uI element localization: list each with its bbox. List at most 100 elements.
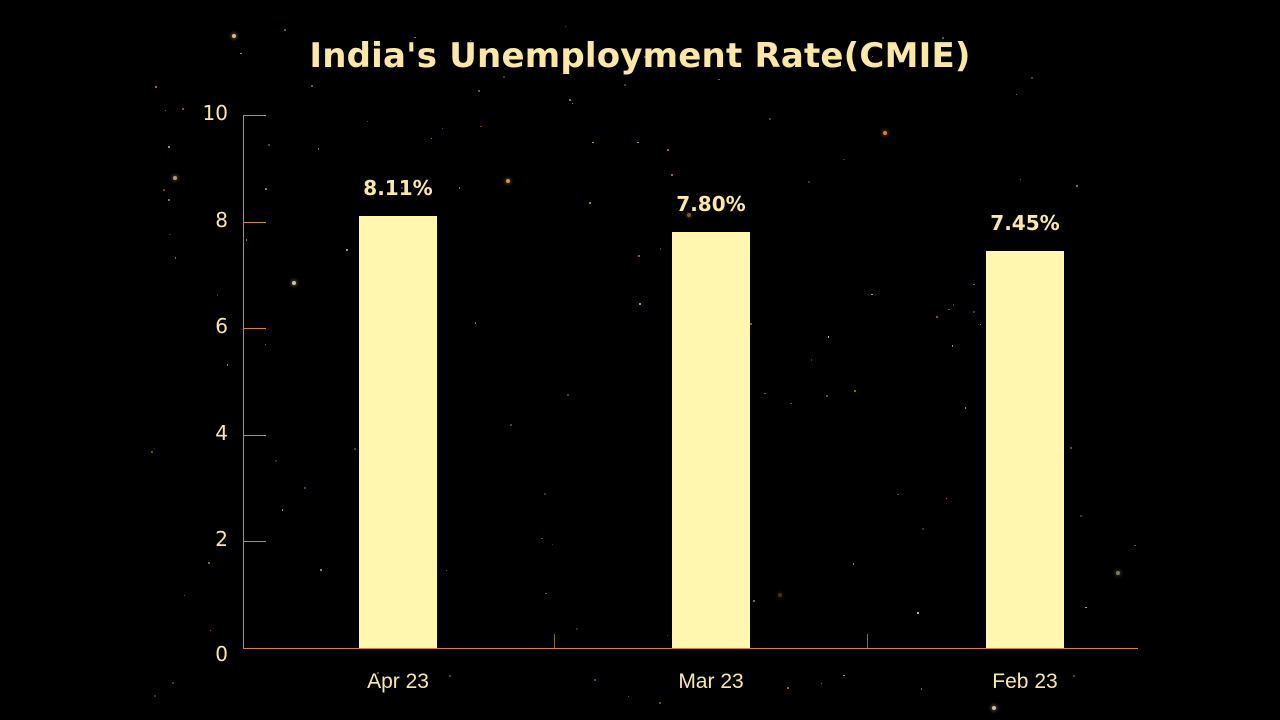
star-dot: [240, 52, 242, 55]
star-dot: [245, 239, 248, 241]
star-dot: [469, 39, 472, 42]
star-dot: [979, 323, 981, 326]
star-dot: [274, 459, 277, 462]
star-dot: [852, 563, 855, 565]
star-dot: [854, 389, 857, 392]
star-dot: [916, 612, 919, 615]
bar-mar-23: [672, 232, 750, 648]
star-dot: [659, 701, 662, 704]
star-dot: [168, 198, 171, 201]
star-dot: [810, 359, 813, 361]
star-dot: [686, 212, 691, 217]
star-dot: [1015, 93, 1018, 96]
star-dot: [1085, 606, 1087, 609]
y-tick: [244, 221, 266, 223]
star-dot: [897, 493, 899, 496]
star-dot: [171, 682, 174, 685]
star-dot: [564, 25, 567, 28]
star-dot: [951, 345, 954, 347]
star-dot: [320, 569, 322, 571]
y-tick: [244, 434, 266, 436]
y-tick-label: 8: [215, 207, 228, 232]
star-dot: [1076, 184, 1079, 187]
x-axis: [243, 648, 1138, 649]
x-category-label: Mar 23: [678, 670, 744, 693]
star-dot: [414, 36, 416, 39]
star-dot: [400, 187, 403, 190]
star-dot: [267, 143, 270, 146]
star-dot: [209, 629, 212, 632]
star-dot: [575, 627, 578, 630]
star-dot: [566, 393, 569, 396]
star-dot: [750, 323, 753, 326]
bar-value-label: 7.80%: [676, 192, 746, 217]
star-dot: [181, 107, 184, 110]
star-dot: [445, 569, 448, 572]
star-dot: [478, 90, 481, 93]
star-dot: [638, 254, 641, 257]
star-dot: [936, 315, 939, 318]
y-tick-label: 6: [215, 314, 228, 339]
star-dot: [155, 86, 157, 88]
star-dot: [589, 202, 591, 204]
star-dot: [790, 402, 792, 405]
y-tick: [244, 115, 266, 116]
star-dot: [317, 148, 320, 150]
star-dot: [429, 52, 432, 54]
bar-value-label: 8.11%: [363, 175, 433, 200]
star-dot: [667, 149, 669, 151]
star-dot: [973, 283, 975, 286]
star-dot: [1070, 447, 1073, 450]
star-dot: [153, 695, 156, 698]
star-dot: [1019, 178, 1022, 181]
star-dot: [991, 706, 996, 711]
star-dot: [150, 450, 153, 453]
star-dot: [941, 36, 944, 39]
star-dot: [638, 302, 641, 305]
star-dot: [952, 304, 955, 306]
star-dot: [764, 392, 766, 395]
star-dot: [226, 364, 229, 366]
y-axis: [243, 115, 244, 649]
star-dot: [183, 594, 186, 597]
star-dot: [594, 679, 597, 682]
star-dot: [366, 120, 369, 122]
star-dot: [393, 55, 396, 58]
star-dot: [807, 180, 810, 183]
star-dot: [820, 682, 823, 685]
star-dot: [281, 509, 284, 511]
star-dot: [264, 343, 267, 346]
chart-title: India's Unemployment Rate(CMIE): [309, 36, 971, 76]
star-dot: [644, 55, 647, 58]
star-dot: [769, 118, 772, 121]
star-dot: [173, 176, 178, 181]
star-dot: [291, 280, 296, 285]
star-dot: [718, 78, 720, 81]
star-dot: [311, 85, 314, 88]
star-dot: [627, 695, 630, 698]
star-dot: [241, 328, 244, 331]
y-tick-label: 4: [215, 420, 228, 445]
star-dot: [843, 158, 845, 161]
star-dot: [882, 130, 887, 135]
star-dot: [551, 543, 554, 546]
star-dot: [448, 674, 451, 677]
star-dot: [505, 178, 510, 183]
y-tick-label: 2: [215, 527, 228, 552]
y-tick: [244, 328, 266, 330]
star-dot: [231, 34, 236, 39]
star-dot: [964, 407, 967, 409]
x-category-label: Feb 23: [992, 670, 1058, 693]
star-dot: [153, 447, 156, 450]
star-dot: [377, 671, 380, 674]
star-dot: [502, 76, 505, 79]
star-dot: [480, 125, 482, 128]
star-dot: [216, 294, 219, 296]
star-dot: [592, 141, 594, 144]
star-dot: [164, 109, 167, 112]
star-dot: [1134, 544, 1136, 547]
star-dot: [509, 424, 512, 427]
star-dot: [778, 593, 783, 598]
star-dot: [346, 248, 348, 251]
star-dot: [283, 28, 286, 31]
